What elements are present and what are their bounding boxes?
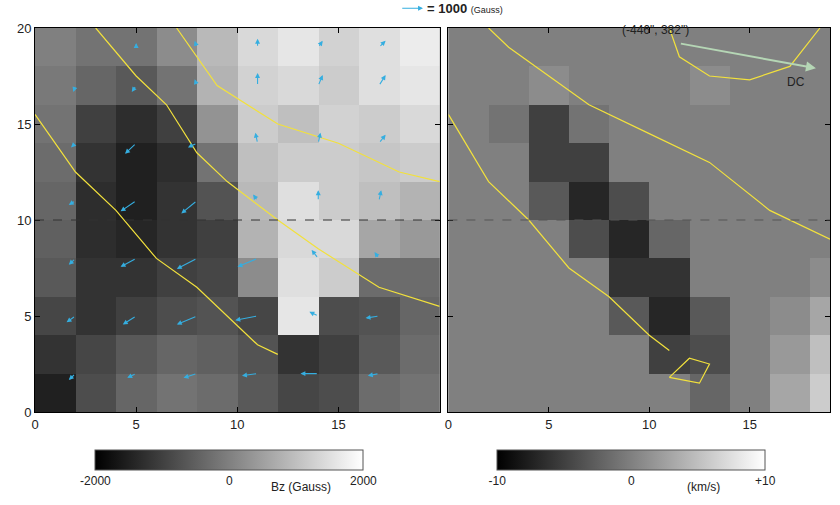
svg-text:15: 15 bbox=[17, 117, 31, 132]
svg-text:0: 0 bbox=[226, 474, 233, 488]
svg-text:15: 15 bbox=[742, 417, 756, 432]
svg-text:2000: 2000 bbox=[350, 474, 377, 488]
svg-text:DC: DC bbox=[787, 75, 805, 89]
svg-text:Bz (Gauss): Bz (Gauss) bbox=[271, 480, 331, 494]
svg-text:= 1000 (Gauss): = 1000 (Gauss) bbox=[427, 1, 503, 16]
svg-text:-10: -10 bbox=[489, 474, 507, 488]
svg-text:0: 0 bbox=[445, 417, 452, 432]
svg-text:5: 5 bbox=[24, 309, 31, 324]
svg-text:5: 5 bbox=[133, 417, 140, 432]
svg-text:-2000: -2000 bbox=[80, 474, 111, 488]
svg-text:(-446", 382"): (-446", 382") bbox=[622, 23, 689, 37]
svg-text:10: 10 bbox=[230, 417, 244, 432]
svg-text:20: 20 bbox=[17, 21, 31, 36]
svg-text:10: 10 bbox=[17, 213, 31, 228]
svg-text:5: 5 bbox=[545, 417, 552, 432]
svg-text:+10: +10 bbox=[755, 474, 776, 488]
svg-text:0: 0 bbox=[24, 405, 31, 420]
svg-text:0: 0 bbox=[628, 474, 635, 488]
svg-text:15: 15 bbox=[331, 417, 345, 432]
svg-text:(km/s): (km/s) bbox=[687, 480, 720, 494]
svg-text:0: 0 bbox=[31, 417, 38, 432]
svg-text:10: 10 bbox=[642, 417, 656, 432]
